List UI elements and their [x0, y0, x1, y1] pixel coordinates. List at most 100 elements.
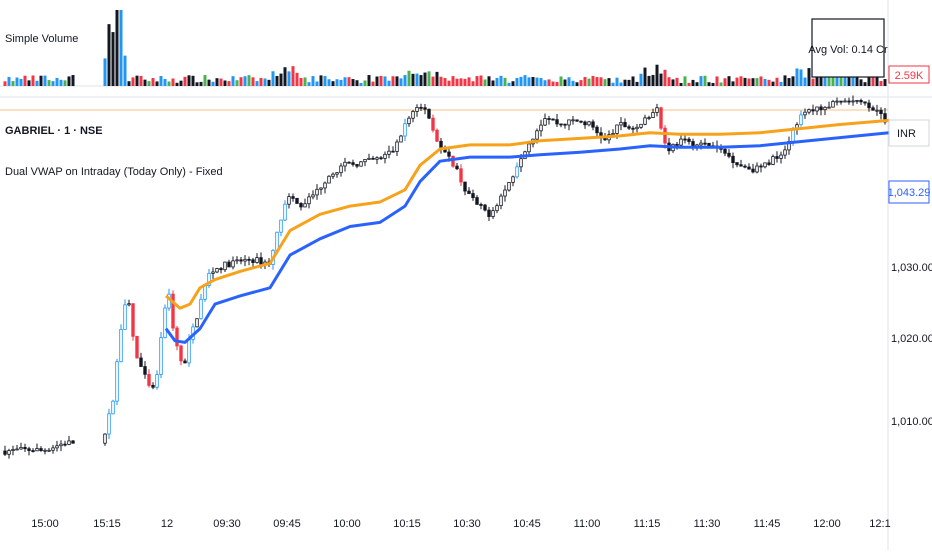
candle [419, 103, 423, 111]
candle [563, 123, 567, 129]
x-tick-label: 10:00 [333, 518, 361, 530]
candle [279, 219, 283, 237]
candle [243, 255, 247, 267]
volume-bar [139, 75, 143, 86]
candle [411, 110, 415, 123]
vwap-value-tag: 1,043.29 [888, 180, 930, 204]
candle [495, 203, 499, 214]
volume-bar [299, 77, 303, 86]
volume-bar [791, 76, 795, 86]
volume-bar [307, 82, 311, 86]
volume-bar [763, 78, 767, 86]
volume-bar [775, 77, 779, 86]
symbol-label[interactable]: GABRIEL · 1 · NSE [5, 125, 103, 137]
volume-bar [483, 79, 487, 86]
volume-bar [155, 81, 159, 86]
volume-bar [287, 71, 291, 86]
candle [851, 95, 855, 106]
candle [407, 116, 411, 127]
candle [55, 440, 59, 452]
volume-bar [359, 82, 363, 86]
volume-bar [623, 79, 627, 86]
time-axis[interactable]: 15:00 15:15 12 09:30 09:45 10:00 10:15 1… [31, 518, 890, 530]
volume-bar [427, 71, 431, 86]
volume-bar [339, 79, 343, 86]
candle [439, 137, 443, 154]
candle [539, 119, 543, 137]
candle [687, 137, 691, 145]
volume-bar [627, 79, 631, 86]
candle [371, 155, 375, 160]
volume-bar [859, 79, 863, 86]
volume-bar [163, 79, 167, 86]
volume-bar [147, 81, 151, 86]
volume-bar [203, 75, 207, 86]
volume-bar [279, 73, 283, 86]
candle [251, 257, 255, 268]
volume-bar [583, 76, 587, 86]
x-tick-label: 10:15 [393, 518, 421, 530]
candle [787, 136, 791, 155]
candle [747, 163, 751, 170]
candle [415, 104, 419, 117]
candle [867, 99, 871, 112]
candle [211, 267, 215, 279]
currency-tag[interactable]: INR [888, 119, 930, 147]
volume-bar [43, 75, 47, 86]
candle [783, 145, 787, 159]
candle [511, 175, 515, 187]
volume-bar [27, 80, 31, 86]
volume-bar [707, 82, 711, 86]
volume-bar [831, 74, 835, 86]
candle [827, 101, 831, 109]
volume-bar [779, 81, 783, 86]
volume-bar [703, 75, 707, 86]
indicator-label[interactable]: Dual VWAP on Intraday (Today Only) - Fix… [5, 166, 223, 178]
volume-bar [487, 76, 491, 86]
candle [103, 433, 107, 446]
candle [287, 193, 291, 209]
volume-bar [671, 79, 675, 86]
volume-bar [331, 81, 335, 86]
volume-bar [823, 76, 827, 86]
candle [327, 175, 331, 184]
x-tick-label: 11:00 [574, 518, 601, 530]
candle [435, 128, 439, 142]
volume-bar [659, 73, 663, 86]
currency-label: INR [897, 128, 916, 140]
volume-bar [663, 69, 667, 86]
volume-bar [727, 76, 731, 86]
candle [731, 152, 735, 169]
candle [471, 189, 475, 201]
volume-bar [167, 81, 171, 86]
volume-bar [531, 77, 535, 86]
candle [335, 172, 339, 178]
candle [403, 118, 407, 141]
candle [199, 293, 203, 320]
candle [363, 159, 367, 167]
candle [763, 162, 767, 169]
volume-bar [607, 78, 611, 86]
volume-bar [567, 77, 571, 86]
x-tick-label: 12:1 [869, 518, 890, 530]
candle [39, 446, 43, 452]
candle [427, 108, 431, 120]
candle [207, 268, 211, 288]
volume-bar [547, 79, 551, 86]
candle [811, 104, 815, 115]
volume-bar [875, 76, 879, 86]
volume-bar [347, 77, 351, 86]
volume-bar [343, 77, 347, 86]
candle [771, 154, 775, 166]
candle [775, 151, 779, 163]
volume-bar [239, 77, 243, 86]
volume-bar [747, 78, 751, 86]
candle [179, 344, 183, 366]
candle [507, 182, 511, 192]
candle [375, 156, 379, 165]
volume-bar [491, 80, 495, 86]
candle [583, 120, 587, 129]
candle [871, 105, 875, 111]
